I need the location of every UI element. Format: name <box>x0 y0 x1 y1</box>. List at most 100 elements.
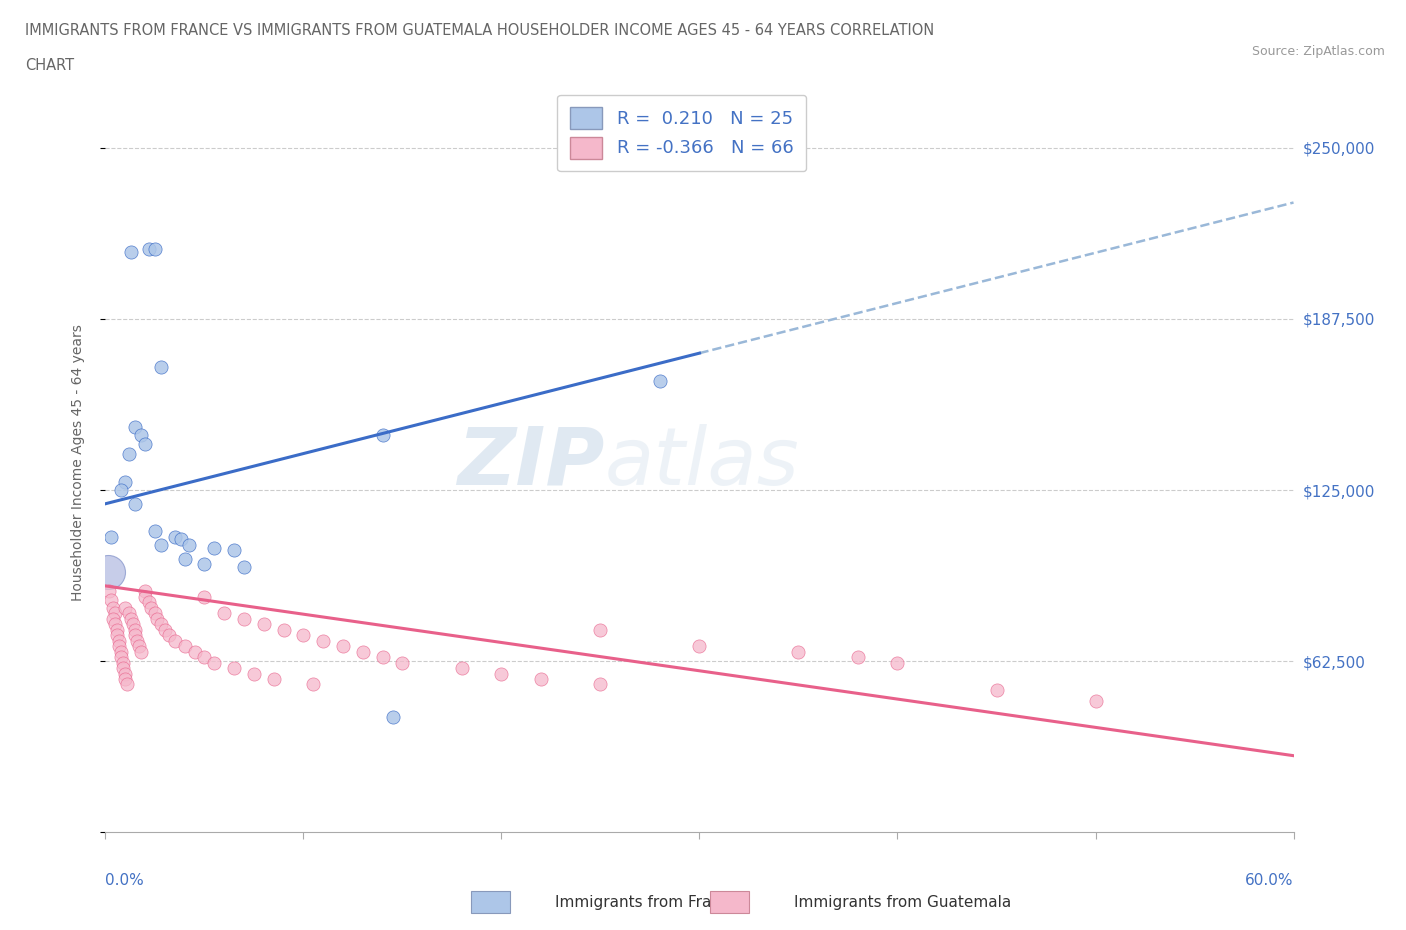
Point <box>138 595 160 610</box>
Point <box>170 532 193 547</box>
Point <box>381 710 404 724</box>
Point <box>302 677 325 692</box>
Point <box>589 622 612 637</box>
Point <box>149 617 172 631</box>
Text: Immigrants from France: Immigrants from France <box>555 895 740 910</box>
Point <box>193 556 215 571</box>
Y-axis label: Householder Income Ages 45 - 64 years: Householder Income Ages 45 - 64 years <box>70 325 84 601</box>
Point <box>129 428 152 443</box>
Point <box>202 655 225 670</box>
Point <box>127 633 149 648</box>
Point <box>118 605 141 620</box>
Point <box>530 671 553 686</box>
Point <box>100 529 122 544</box>
Point <box>173 639 195 654</box>
Point <box>138 242 160 257</box>
Point <box>177 538 200 552</box>
Point <box>134 584 156 599</box>
Point <box>157 628 180 643</box>
Legend: R =  0.210   N = 25, R = -0.366   N = 66: R = 0.210 N = 25, R = -0.366 N = 66 <box>557 95 806 171</box>
Text: Immigrants from Guatemala: Immigrants from Guatemala <box>794 895 1012 910</box>
Point <box>886 655 908 670</box>
Point <box>214 605 236 620</box>
Point <box>450 660 472 675</box>
Point <box>312 633 335 648</box>
Point <box>118 447 141 462</box>
Point <box>193 650 215 665</box>
Point <box>233 559 256 574</box>
Point <box>114 601 136 616</box>
Point <box>122 617 145 631</box>
Point <box>371 650 394 665</box>
Point <box>224 660 246 675</box>
Point <box>129 644 152 659</box>
Point <box>153 622 176 637</box>
Point <box>103 611 125 626</box>
Point <box>787 644 810 659</box>
Point <box>134 590 156 604</box>
Point <box>114 671 136 686</box>
Point <box>103 601 125 616</box>
Point <box>110 650 132 665</box>
Text: CHART: CHART <box>25 58 75 73</box>
Point <box>233 611 256 626</box>
Point <box>108 639 131 654</box>
Point <box>352 644 374 659</box>
Point <box>263 671 285 686</box>
Point <box>114 474 136 489</box>
Point <box>104 617 127 631</box>
Point <box>97 565 120 579</box>
Point <box>128 639 150 654</box>
Point <box>163 633 186 648</box>
Point <box>371 428 394 443</box>
Point <box>112 660 135 675</box>
Point <box>120 611 142 626</box>
Point <box>986 683 1008 698</box>
Point <box>193 590 215 604</box>
Point <box>846 650 869 665</box>
Point <box>124 497 146 512</box>
Point <box>149 538 172 552</box>
Point <box>108 633 131 648</box>
Point <box>224 543 246 558</box>
Point <box>112 655 135 670</box>
Point <box>491 666 513 681</box>
Point <box>648 373 671 388</box>
Point <box>143 242 166 257</box>
Point <box>134 436 156 451</box>
Text: IMMIGRANTS FROM FRANCE VS IMMIGRANTS FROM GUATEMALA HOUSEHOLDER INCOME AGES 45 -: IMMIGRANTS FROM FRANCE VS IMMIGRANTS FRO… <box>25 23 935 38</box>
Point <box>332 639 354 654</box>
Point <box>689 639 711 654</box>
Point <box>104 605 127 620</box>
Point <box>202 540 225 555</box>
Point <box>120 245 142 259</box>
Point <box>143 524 166 538</box>
Text: atlas: atlas <box>605 424 799 501</box>
Point <box>139 601 162 616</box>
Point <box>243 666 266 681</box>
Point <box>1084 694 1107 709</box>
Point <box>115 677 138 692</box>
Point <box>273 622 295 637</box>
Point <box>124 628 146 643</box>
Point <box>163 529 186 544</box>
Point <box>105 622 128 637</box>
Text: 60.0%: 60.0% <box>1246 873 1294 888</box>
Point <box>183 644 205 659</box>
Point <box>110 483 132 498</box>
Point <box>589 677 612 692</box>
Point <box>149 359 172 374</box>
Point <box>124 622 146 637</box>
Text: 0.0%: 0.0% <box>105 873 145 888</box>
Point <box>143 605 166 620</box>
Point <box>98 584 121 599</box>
Point <box>391 655 413 670</box>
Point <box>114 666 136 681</box>
Point <box>253 617 276 631</box>
Point <box>105 628 128 643</box>
Point <box>100 592 122 607</box>
Point <box>110 644 132 659</box>
Point <box>173 551 195 566</box>
Text: Source: ZipAtlas.com: Source: ZipAtlas.com <box>1251 45 1385 58</box>
Point <box>292 628 315 643</box>
